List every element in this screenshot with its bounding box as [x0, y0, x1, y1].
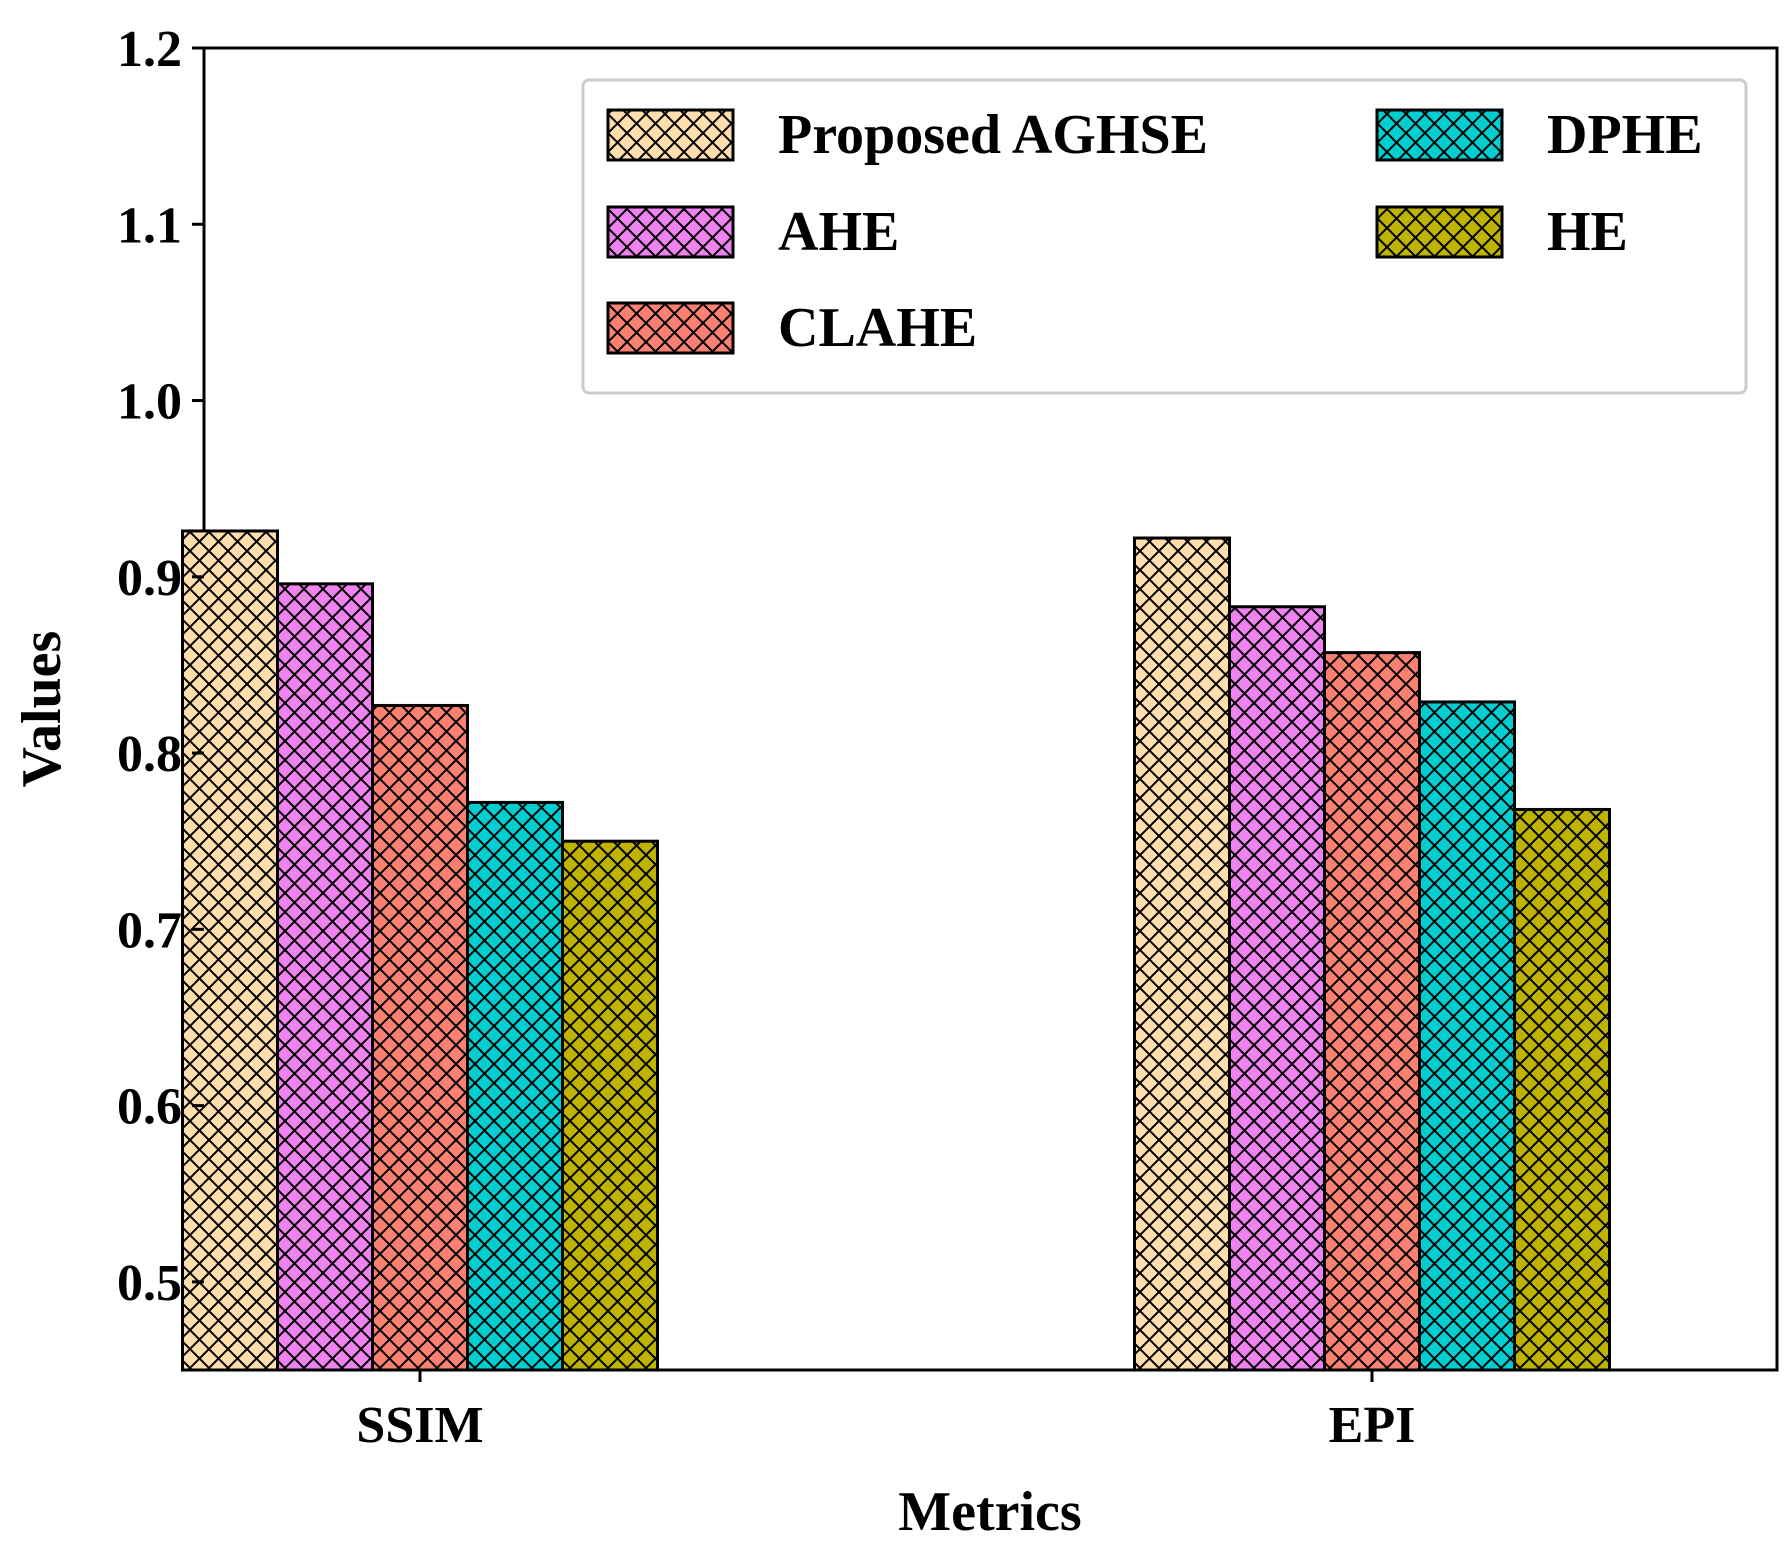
- x-axis: SSIM EPI: [356, 1370, 1415, 1454]
- legend-label: DPHE: [1547, 104, 1703, 166]
- y-axis: 0.5 0.6 0.7 0.8 0.9 1.0 1.1 1.2: [117, 21, 204, 1312]
- legend-label: CLAHE: [778, 297, 977, 359]
- bar-ssim-proposed-aghse: [181, 529, 279, 1372]
- bar-ssim-dphe: [466, 800, 564, 1372]
- legend: Proposed AGHSE AHE CLAHE DPHE HE: [581, 78, 1748, 395]
- y-tick-label: 0.7: [117, 902, 182, 959]
- legend-label: AHE: [778, 201, 899, 263]
- legend-swatch: [606, 108, 735, 162]
- x-axis-title: Metrics: [898, 1481, 1081, 1543]
- bar-epi-dphe: [1418, 700, 1516, 1372]
- x-tick-label-epi: EPI: [1329, 1397, 1416, 1454]
- bar-epi-he: [1513, 807, 1611, 1372]
- legend-swatch: [1375, 108, 1504, 162]
- legend-label: HE: [1547, 201, 1628, 263]
- bar-ssim-ahe: [276, 582, 374, 1372]
- legend-swatch: [606, 301, 735, 355]
- legend-item-ahe: AHE: [606, 201, 899, 263]
- y-tick-label: 1.2: [117, 21, 182, 78]
- bars-layer: [181, 529, 1611, 1372]
- bar-epi-clahe: [1323, 651, 1421, 1372]
- y-tick-label: 0.6: [117, 1079, 182, 1136]
- x-tick-label-ssim: SSIM: [356, 1397, 483, 1454]
- legend-item-he: HE: [1375, 201, 1628, 263]
- legend-swatch: [1375, 205, 1504, 259]
- y-axis-title: Values: [11, 631, 73, 788]
- legend-swatch: [606, 205, 735, 259]
- bar-ssim-clahe: [371, 703, 469, 1372]
- y-tick-label: 1.1: [117, 197, 182, 254]
- legend-item-proposed-aghse: Proposed AGHSE: [606, 104, 1208, 166]
- bar-ssim-he: [561, 839, 659, 1372]
- y-tick-label: 1.0: [117, 374, 182, 431]
- legend-item-dphe: DPHE: [1375, 104, 1703, 166]
- y-tick-label: 0.5: [117, 1255, 182, 1312]
- legend-label: Proposed AGHSE: [778, 104, 1208, 166]
- bar-epi-ahe: [1228, 605, 1326, 1372]
- legend-item-clahe: CLAHE: [606, 297, 977, 359]
- y-tick-label: 0.8: [117, 726, 182, 783]
- y-tick-label: 0.9: [117, 550, 182, 607]
- bar-epi-proposed-aghse: [1133, 536, 1231, 1372]
